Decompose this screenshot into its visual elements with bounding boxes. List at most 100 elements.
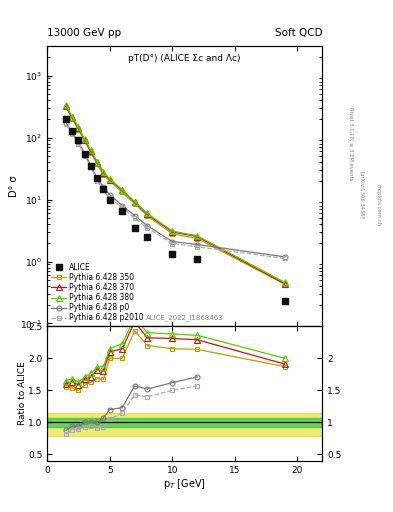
ALICE [144,233,151,241]
Line: Pythia 6.428 350: Pythia 6.428 350 [64,105,287,287]
Pythia 6.428 350 [76,126,81,133]
Line: Pythia 6.428 370: Pythia 6.428 370 [63,103,288,286]
Legend: ALICE, Pythia 6.428 350, Pythia 6.428 370, Pythia 6.428 380, Pythia 6.428 p0, Py: ALICE, Pythia 6.428 350, Pythia 6.428 37… [51,263,144,323]
ALICE [119,207,125,215]
Pythia 6.428 370 [64,103,68,110]
Pythia 6.428 p0 [64,119,68,125]
Pythia 6.428 370 [145,211,150,217]
Pythia 6.428 380 [88,147,93,154]
Pythia 6.428 370 [88,148,93,155]
Text: Soft QCD: Soft QCD [275,28,322,38]
Pythia 6.428 p0 [88,163,93,169]
Pythia 6.428 370 [132,199,137,205]
Text: 13000 GeV pp: 13000 GeV pp [47,28,121,38]
Text: ALICE_2022_I1868463: ALICE_2022_I1868463 [146,314,224,321]
Pythia 6.428 380 [70,114,75,120]
Pythia 6.428 p2010 [283,255,287,262]
Pythia 6.428 p0 [145,223,150,229]
Pythia 6.428 370 [283,281,287,287]
ALICE [282,297,288,305]
Pythia 6.428 350 [82,138,87,144]
Pythia 6.428 370 [120,187,125,194]
Pythia 6.428 350 [88,150,93,156]
Pythia 6.428 p0 [132,212,137,219]
ALICE [100,184,107,193]
Pythia 6.428 380 [107,176,112,182]
Pythia 6.428 380 [101,169,106,175]
Bar [47,418,322,427]
Text: mcplots.cern.ch: mcplots.cern.ch [375,184,380,226]
Pythia 6.428 350 [70,116,75,122]
Pythia 6.428 350 [95,161,99,167]
Text: [arXiv:1306.3436]: [arXiv:1306.3436] [360,170,365,219]
Pythia 6.428 350 [64,104,68,110]
Pythia 6.428 p2010 [82,153,87,159]
Pythia 6.428 p0 [107,191,112,198]
Line: Pythia 6.428 380: Pythia 6.428 380 [63,103,288,285]
Pythia 6.428 p0 [170,239,174,245]
Pythia 6.428 p0 [76,139,81,145]
Pythia 6.428 350 [170,231,174,237]
Pythia 6.428 p0 [95,175,99,181]
Pythia 6.428 p2010 [195,244,200,250]
Pythia 6.428 370 [95,159,99,165]
Pythia 6.428 350 [145,212,150,219]
ALICE [69,126,75,135]
Y-axis label: Ratio to ALICE: Ratio to ALICE [18,361,27,425]
Y-axis label: D° σ: D° σ [9,176,18,197]
Pythia 6.428 380 [132,199,137,205]
Pythia 6.428 380 [120,186,125,193]
Pythia 6.428 380 [76,124,81,130]
Pythia 6.428 370 [76,125,81,131]
Pythia 6.428 p0 [101,184,106,190]
ALICE [81,150,88,158]
Pythia 6.428 p2010 [95,178,99,184]
Pythia 6.428 370 [82,137,87,143]
ALICE [75,136,82,144]
Pythia 6.428 350 [195,236,200,242]
Text: Rivet 3.1.10, ≥ 3.2M events: Rivet 3.1.10, ≥ 3.2M events [348,106,353,180]
Bar [47,413,322,436]
ALICE [94,174,100,182]
Text: pT(D°) (ALICE Σc and Λc): pT(D°) (ALICE Σc and Λc) [129,54,241,63]
Pythia 6.428 380 [82,136,87,142]
Pythia 6.428 380 [145,210,150,217]
Pythia 6.428 350 [283,281,287,287]
Pythia 6.428 p2010 [120,204,125,210]
Pythia 6.428 p0 [70,129,75,135]
ALICE [132,224,138,232]
Pythia 6.428 p0 [195,242,200,248]
ALICE [194,255,200,263]
Pythia 6.428 p2010 [76,140,81,146]
Pythia 6.428 350 [132,201,137,207]
Pythia 6.428 370 [101,170,106,176]
Pythia 6.428 380 [64,102,68,109]
Pythia 6.428 p2010 [107,195,112,201]
Pythia 6.428 370 [107,177,112,183]
Pythia 6.428 p2010 [101,187,106,194]
Pythia 6.428 p2010 [132,215,137,221]
ALICE [107,196,113,204]
Pythia 6.428 380 [95,159,99,165]
Pythia 6.428 380 [195,233,200,239]
Pythia 6.428 p0 [82,151,87,157]
Pythia 6.428 p2010 [170,241,174,247]
ALICE [63,115,69,123]
Pythia 6.428 380 [283,280,287,286]
X-axis label: p$_T$ [GeV]: p$_T$ [GeV] [163,477,206,492]
Pythia 6.428 p2010 [145,225,150,231]
Pythia 6.428 380 [170,228,174,234]
Pythia 6.428 370 [170,229,174,235]
Line: Pythia 6.428 p2010: Pythia 6.428 p2010 [64,122,287,261]
Pythia 6.428 p2010 [70,131,75,137]
Pythia 6.428 p2010 [64,121,68,127]
Pythia 6.428 350 [120,189,125,196]
Pythia 6.428 350 [107,178,112,184]
Pythia 6.428 p0 [283,254,287,260]
Line: Pythia 6.428 p0: Pythia 6.428 p0 [64,120,287,259]
Pythia 6.428 p0 [120,202,125,208]
ALICE [169,250,175,259]
Pythia 6.428 p2010 [88,164,93,170]
Pythia 6.428 370 [70,114,75,120]
Pythia 6.428 350 [101,172,106,178]
